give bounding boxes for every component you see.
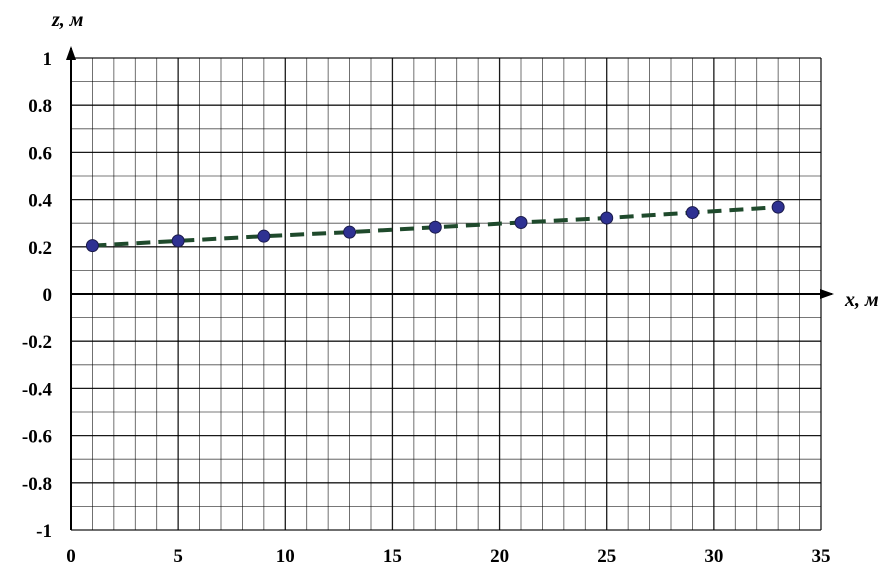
tick-labels: 0 5 10 15 20 25 30 35 -1 -0.8 -0.6 -0.4 -0.2 0 0.2 0.4 0… — [22, 49, 831, 567]
x-axis-title: x, м — [844, 289, 879, 311]
x-tick-label: 5 — [173, 546, 183, 567]
y-tick-label: 0.8 — [28, 96, 52, 117]
y-tick-label: 0.4 — [28, 191, 52, 212]
y-tick-label: -0.2 — [22, 332, 52, 353]
y-tick-label: -0.4 — [22, 379, 53, 400]
y-axis-arrow — [66, 46, 76, 60]
x-tick-label: 10 — [276, 546, 295, 567]
y-tick-label: 0.6 — [28, 143, 52, 164]
y-tick-label: -1 — [36, 521, 52, 542]
x-tick-label: 15 — [383, 546, 402, 567]
data-point — [600, 211, 614, 225]
axes — [66, 46, 834, 530]
y-tick-label: 0.2 — [28, 238, 52, 259]
y-tick-label: 0 — [43, 285, 53, 306]
x-tick-label: 20 — [490, 546, 509, 567]
x-axis-arrow — [820, 289, 834, 299]
data-point — [771, 200, 785, 214]
data-point — [514, 215, 528, 229]
data-point — [85, 239, 99, 253]
series — [85, 200, 785, 253]
x-tick-label: 30 — [704, 546, 723, 567]
x-tick-label: 35 — [812, 546, 831, 567]
data-point — [257, 229, 271, 243]
data-point — [171, 234, 185, 248]
y-tick-label: 1 — [43, 49, 53, 70]
y-axis-title: z, м — [51, 9, 84, 31]
data-point — [685, 206, 699, 220]
data-point — [343, 225, 357, 239]
y-tick-label: -0.6 — [22, 427, 52, 448]
data-point — [428, 220, 442, 234]
x-tick-label: 0 — [66, 546, 76, 567]
x-tick-label: 25 — [597, 546, 616, 567]
y-tick-label: -0.8 — [22, 474, 52, 495]
